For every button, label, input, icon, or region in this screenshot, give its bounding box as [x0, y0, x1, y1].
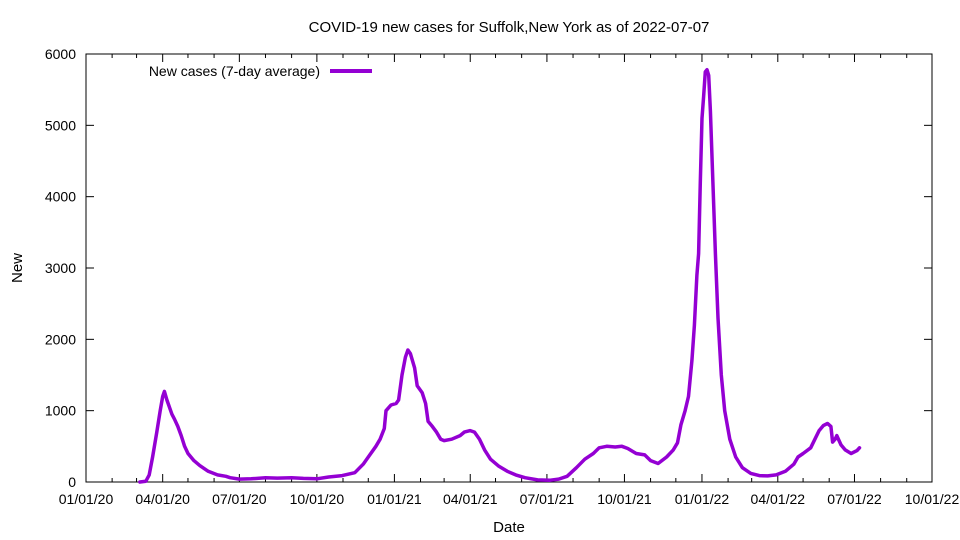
x-tick-label-3: 10/01/20 [290, 491, 345, 507]
y-tick-label-2: 2000 [45, 331, 76, 347]
y-tick-label-1: 1000 [45, 403, 76, 419]
x-tick-label-2: 07/01/20 [212, 491, 267, 507]
x-tick-label-1: 04/01/20 [135, 491, 190, 507]
x-tick-label-9: 04/01/22 [751, 491, 806, 507]
y-tick-label-3: 3000 [45, 260, 76, 276]
x-tick-label-7: 10/01/21 [597, 491, 652, 507]
legend-label: New cases (7-day average) [149, 63, 320, 79]
y-tick-label-4: 4000 [45, 189, 76, 205]
plot-frame [85, 53, 933, 483]
x-tick-label-4: 01/01/21 [367, 491, 422, 507]
series-line-0 [138, 67, 862, 484]
x-tick-label-5: 04/01/21 [443, 491, 498, 507]
series-layer [138, 67, 862, 484]
chart-title: COVID-19 new cases for Suffolk,New York … [309, 19, 710, 36]
y-axis-label: New [9, 253, 26, 283]
y-axis: 0 1000 2000 3000 4000 5000 6000 [45, 46, 932, 490]
x-axis: 01/01/20 04/01/20 07/01/20 10/01/20 01/01/21… [59, 54, 960, 507]
x-axis-label: Date [493, 519, 525, 536]
y-tick-label-6: 6000 [45, 46, 76, 62]
x-tick-label-10: 07/01/22 [827, 491, 882, 507]
y-tick-label-0: 0 [68, 474, 76, 490]
x-tick-label-0: 01/01/20 [59, 491, 114, 507]
y-tick-label-5: 5000 [45, 117, 76, 133]
x-tick-label-11: 10/01/22 [905, 491, 960, 507]
x-tick-label-8: 01/01/22 [675, 491, 730, 507]
x-tick-label-6: 07/01/21 [520, 491, 575, 507]
legend: New cases (7-day average) [149, 63, 372, 79]
